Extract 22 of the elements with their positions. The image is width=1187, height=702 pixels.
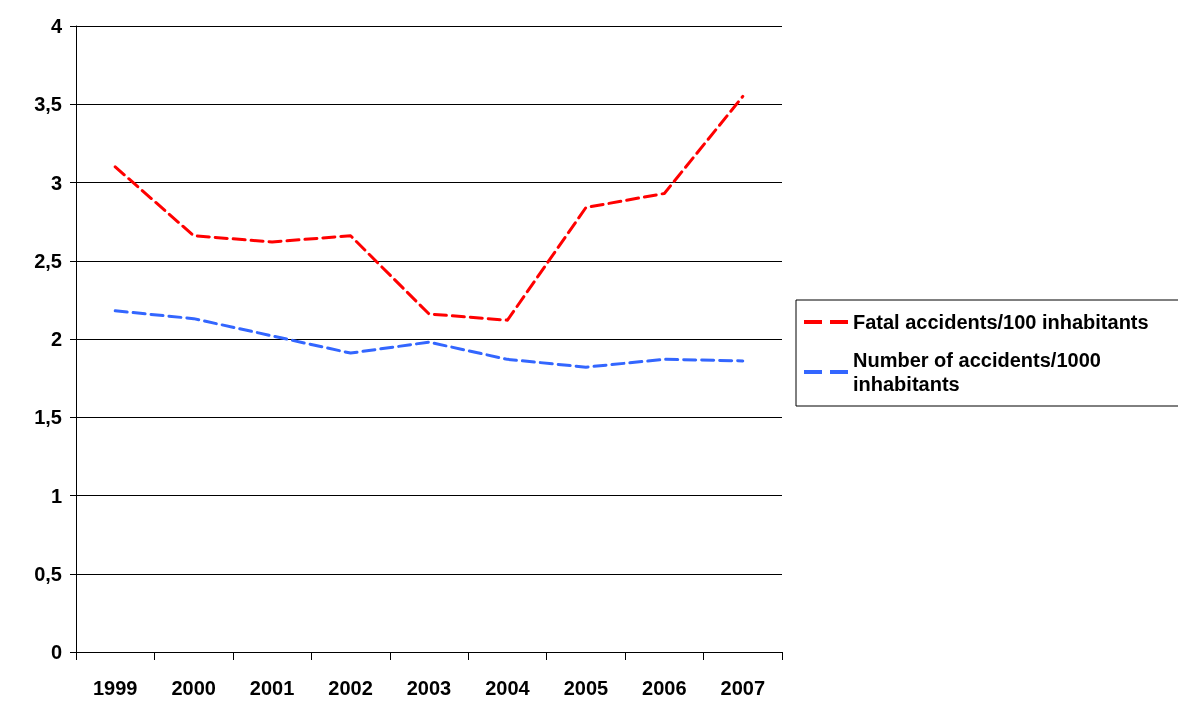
y-tick-label: 2 [50, 328, 62, 350]
line-series [113, 94, 745, 322]
y-tick-label: 3 [50, 171, 62, 194]
y-tick-label: 4 [50, 15, 63, 37]
x-tick-label: 2000 [171, 677, 216, 699]
x-tick-label: 2003 [406, 677, 452, 699]
x-tick-label: 2004 [485, 677, 531, 699]
y-tick-label: 3,5 [34, 93, 62, 116]
y-tick-label: 1 [50, 484, 62, 507]
y-tick-label: 0 [50, 641, 62, 663]
line-series [113, 309, 745, 369]
y-tick-label: 1,5 [34, 406, 62, 429]
legend-label: Fatal accidents/100 inhabitants [853, 311, 1149, 333]
x-tick-label: 2001 [249, 677, 295, 699]
x-tick-label: 2007 [720, 677, 766, 699]
x-tick-label: 1999 [92, 677, 138, 699]
x-tick-label: 2005 [563, 677, 609, 699]
y-tick-label: 2,5 [34, 249, 62, 272]
y-tick-label: 0,5 [34, 562, 62, 585]
x-tick-label: 2002 [328, 677, 373, 699]
x-tick-label: 2006 [642, 677, 687, 699]
legend-label: Number of accidents/1000 inhabitants [853, 349, 1107, 395]
